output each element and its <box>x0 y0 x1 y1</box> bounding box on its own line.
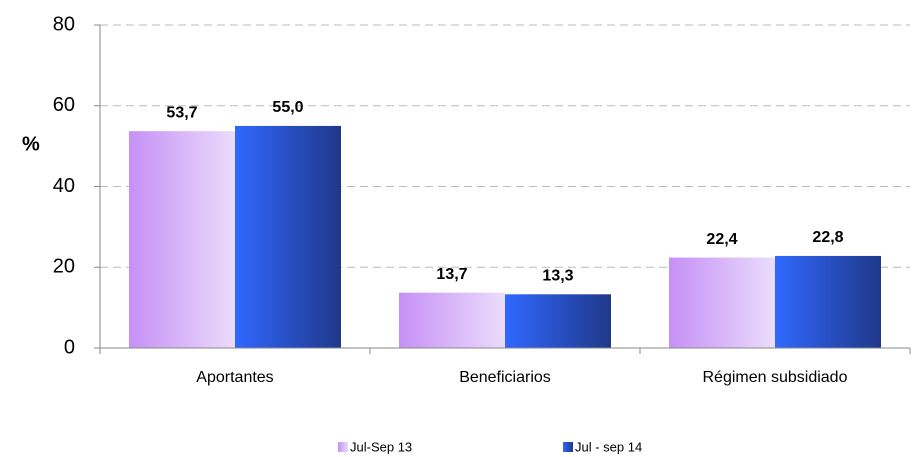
legend-swatch <box>338 442 348 452</box>
bar <box>235 125 341 348</box>
y-tick-label: 40 <box>53 175 75 197</box>
bar <box>775 255 881 348</box>
y-axis-label: % <box>22 133 40 155</box>
value-label: 22,4 <box>706 231 737 248</box>
legend-label: Jul-Sep 13 <box>350 439 412 454</box>
bar <box>399 292 505 348</box>
bar <box>129 131 235 348</box>
y-tick-label: 0 <box>64 336 75 358</box>
bar <box>505 294 611 348</box>
legend-swatch <box>563 442 573 452</box>
y-tick-label: 60 <box>53 94 75 116</box>
legend-label: Jul - sep 14 <box>575 439 642 454</box>
x-tick-label: Aportantes <box>196 369 273 386</box>
value-label: 13,3 <box>542 268 573 285</box>
bar <box>669 257 775 348</box>
value-label: 55,0 <box>272 99 303 116</box>
value-label: 22,8 <box>812 229 843 246</box>
x-tick-label: Régimen subsidiado <box>703 369 848 386</box>
y-tick-label: 20 <box>53 256 75 278</box>
value-label: 13,7 <box>436 266 467 283</box>
y-tick-label: 80 <box>53 13 75 35</box>
value-label: 53,7 <box>166 104 197 121</box>
x-tick-label: Beneficiarios <box>459 369 551 386</box>
